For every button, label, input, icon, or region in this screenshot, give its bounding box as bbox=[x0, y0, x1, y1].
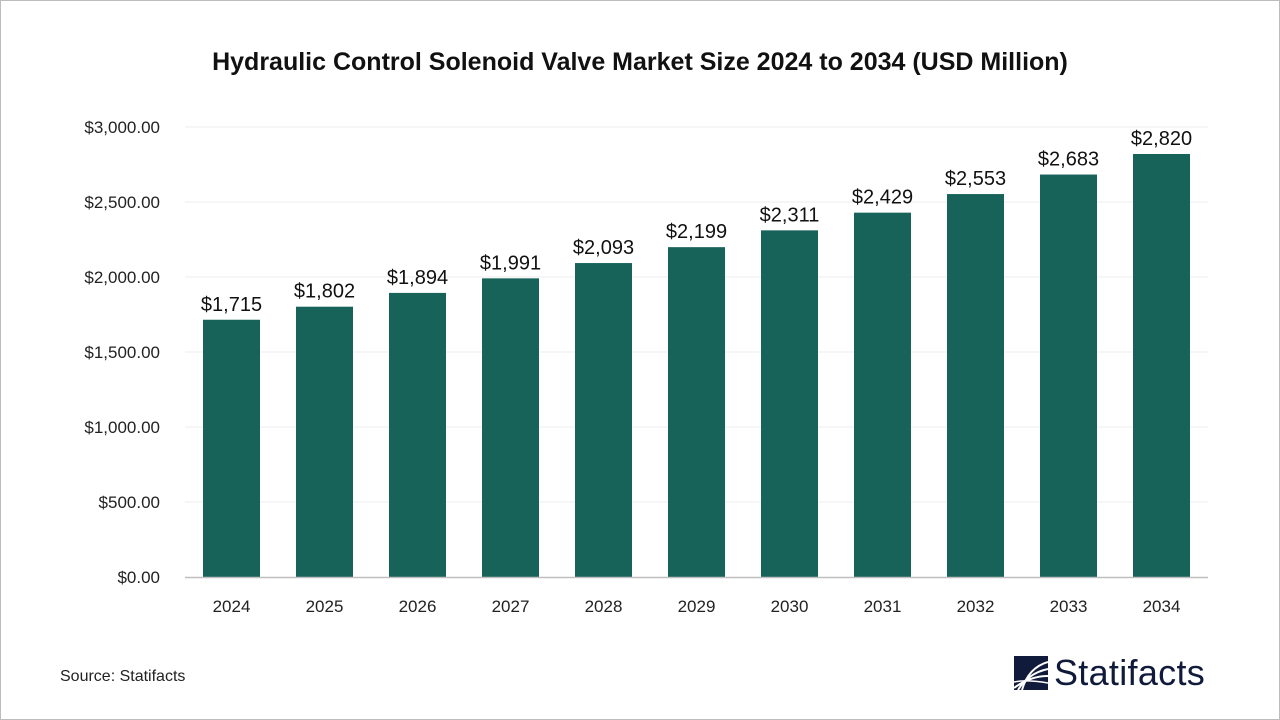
x-tick-label: 2029 bbox=[678, 597, 716, 616]
data-label: $2,553 bbox=[945, 168, 1006, 190]
logo-text: Statifacts bbox=[1054, 652, 1206, 693]
bar bbox=[668, 247, 725, 577]
data-label: $2,683 bbox=[1038, 149, 1099, 171]
bar bbox=[482, 278, 539, 577]
bar bbox=[203, 319, 260, 577]
data-label: $2,820 bbox=[1131, 128, 1192, 150]
chart-title: Hydraulic Control Solenoid Valve Market … bbox=[212, 48, 1068, 76]
x-tick-label: 2033 bbox=[1050, 597, 1088, 616]
data-label: $2,429 bbox=[852, 187, 913, 209]
bar bbox=[854, 212, 911, 577]
data-label: $1,894 bbox=[387, 267, 448, 289]
x-tick-label: 2026 bbox=[399, 597, 437, 616]
y-tick-label: $3,000.00 bbox=[84, 118, 160, 137]
data-label: $1,715 bbox=[201, 294, 262, 316]
data-label: $2,311 bbox=[760, 204, 820, 226]
y-tick-label: $0.00 bbox=[117, 568, 160, 587]
bar bbox=[296, 306, 353, 577]
statifacts-logo: Statifacts bbox=[1014, 652, 1205, 694]
x-tick-label: 2024 bbox=[213, 597, 251, 616]
bar bbox=[1133, 154, 1190, 577]
data-label: $2,199 bbox=[666, 221, 727, 243]
x-tick-label: 2032 bbox=[957, 597, 995, 616]
x-tick-label: 2031 bbox=[864, 597, 902, 616]
y-tick-label: $500.00 bbox=[99, 493, 160, 512]
statifacts-logo-icon bbox=[1014, 656, 1048, 690]
bar bbox=[575, 263, 632, 577]
bar bbox=[947, 194, 1004, 578]
y-tick-label: $2,500.00 bbox=[84, 193, 160, 212]
x-tick-label: 2027 bbox=[492, 597, 530, 616]
data-label: $2,093 bbox=[573, 237, 634, 259]
bar bbox=[1040, 174, 1097, 578]
y-tick-label: $2,000.00 bbox=[84, 268, 160, 287]
y-tick-label: $1,000.00 bbox=[84, 418, 160, 437]
x-tick-label: 2030 bbox=[771, 597, 809, 616]
bar bbox=[761, 230, 818, 577]
x-tick-label: 2028 bbox=[585, 597, 623, 616]
data-label: $1,802 bbox=[294, 281, 355, 303]
x-tick-label: 2025 bbox=[306, 597, 344, 616]
x-tick-label: 2034 bbox=[1143, 597, 1181, 616]
data-label: $1,991 bbox=[480, 252, 541, 274]
bar bbox=[389, 292, 446, 577]
source-note: Source: Statifacts bbox=[60, 668, 186, 685]
y-tick-label: $1,500.00 bbox=[84, 343, 160, 362]
